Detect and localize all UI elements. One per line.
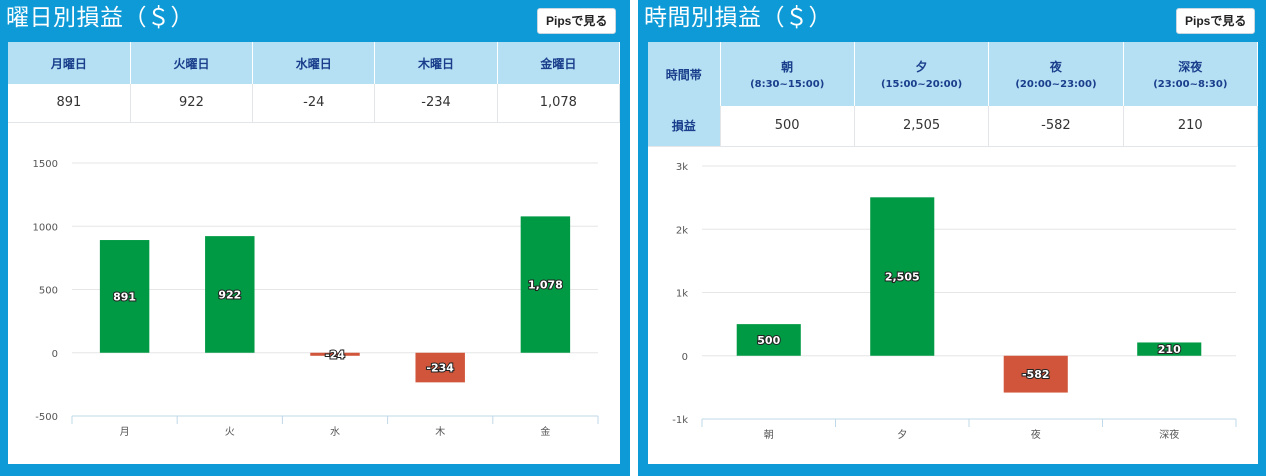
time-header-evening-range: (15:00~20:00) [880,79,963,90]
day-ytick-label: -500 [35,412,58,423]
day-value-tue: 922 [130,84,254,123]
day-header-mon: 月曜日 [8,42,131,84]
time-ytick-label: 0 [682,352,688,363]
time-header-morning-range: (8:30~15:00) [750,79,825,90]
time-ytick-label: 3k [676,162,688,173]
time-data-label: 2,505 [885,271,920,284]
time-header-evening-label: 夕 [915,60,928,74]
time-panel-title: 時間別損益（＄） [644,5,832,31]
time-xtick-label: 深夜 [1159,428,1179,441]
day-xtick-label: 水 [330,426,340,438]
time-corner-header: 時間帯 [648,42,721,106]
day-header-fri: 金曜日 [497,42,621,84]
day-xtick-label: 月 [120,426,130,438]
time-header-night-range: (20:00~23:00) [1015,79,1097,90]
time-xtick-label: 夕 [897,429,907,441]
time-header-latenight-range: (23:00~8:30) [1153,79,1228,90]
time-header-night: 夜 (20:00~23:00) [988,42,1124,106]
day-header-thu: 木曜日 [374,42,498,84]
day-header-wed: 水曜日 [252,42,376,84]
time-header-latenight-label: 深夜 [1178,60,1203,74]
day-bar [205,236,255,353]
time-ytick-label: -1k [672,415,688,426]
day-panel-title: 曜日別損益（＄） [6,5,194,31]
day-header-tue: 火曜日 [130,42,254,84]
time-xtick-label: 夜 [1031,428,1041,441]
time-ytick-label: 1k [676,289,688,300]
time-bar [1003,355,1068,393]
time-header-morning-label: 朝 [781,60,794,74]
time-pips-button[interactable]: Pipsで見る [1176,8,1256,34]
time-header-morning: 朝 (8:30~15:00) [720,42,855,106]
day-table: 月曜日 火曜日 水曜日 木曜日 金曜日 891 922 -24 -234 1,0… [8,42,621,123]
day-data-label: 1,078 [528,279,563,292]
day-data-label: 891 [113,290,136,303]
day-of-week-panel: 曜日別損益（＄） Pipsで見る 月曜日 火曜日 水曜日 木曜日 金曜日 891… [0,0,630,476]
day-ytick-label: 0 [52,349,58,360]
time-table: 時間帯 朝 (8:30~15:00) 夕 (15:00~20:00) 夜 (20:00… [648,42,1259,147]
day-value-wed: -24 [252,84,376,123]
time-data-label: 210 [1158,343,1181,356]
time-value-evening: 2,505 [854,106,990,147]
time-bar [736,324,801,356]
day-bar-chart: -500 0 500 1000 1500 891 月 922 火 -24 水 -234 木 1,078 金 [33,159,599,438]
day-value-mon: 891 [8,84,131,123]
time-bar-chart: -1k 0 1k 2k 3k 500 朝 2,505 夕 -582 夜 210 深夜 [672,162,1237,441]
day-pips-button[interactable]: Pipsで見る [537,8,617,34]
time-header-latenight: 深夜 (23:00~8:30) [1123,42,1259,106]
day-data-label: -234 [426,362,454,375]
day-value-fri: 1,078 [497,84,621,123]
time-header-night-label: 夜 [1049,60,1062,74]
day-bar [415,352,465,383]
time-ytick-label: 2k [676,225,688,236]
day-xtick-label: 木 [435,426,445,438]
time-data-label: -582 [1022,368,1050,381]
time-xtick-label: 朝 [764,429,774,441]
day-data-label: 922 [218,288,241,301]
day-value-thu: -234 [374,84,498,123]
day-ytick-label: 1000 [33,222,58,233]
time-of-day-panel: 時間別損益（＄） Pipsで見る 時間帯 朝 (8:30~15:00) 夕 (15:… [638,0,1266,476]
day-ytick-label: 1500 [33,159,58,170]
time-value-morning: 500 [720,106,855,147]
time-value-night: -582 [988,106,1124,147]
day-bar [310,352,360,356]
time-value-latenight: 210 [1123,106,1259,147]
day-bar [99,240,150,353]
time-row-label: 損益 [648,106,721,147]
day-xtick-label: 金 [540,425,550,438]
time-bar [870,197,935,356]
day-card: 月曜日 火曜日 水曜日 木曜日 金曜日 891 922 -24 -234 1,0… [8,42,621,464]
time-header-evening: 夕 (15:00~20:00) [854,42,990,106]
time-card: 時間帯 朝 (8:30~15:00) 夕 (15:00~20:00) 夜 (20:00… [648,42,1259,464]
day-ytick-label: 500 [39,286,58,297]
time-data-label: 500 [757,334,780,347]
day-bar [520,216,571,353]
day-xtick-label: 火 [225,426,235,438]
time-bar [1137,342,1202,356]
day-data-label: -24 [325,348,345,361]
